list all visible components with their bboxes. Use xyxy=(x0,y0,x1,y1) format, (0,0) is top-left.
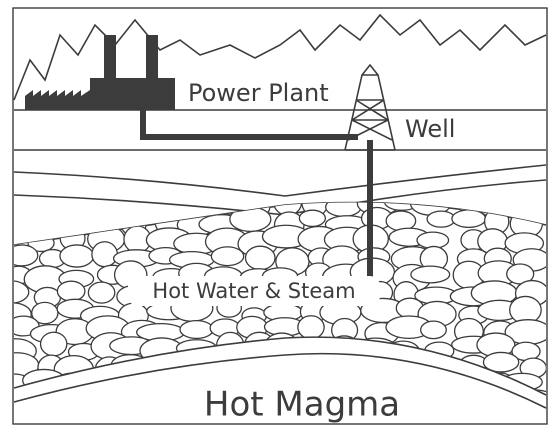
rock xyxy=(0,281,29,303)
rock xyxy=(245,246,275,270)
power-plant-label: Power Plant xyxy=(188,79,329,107)
diagram: Power Plant Well Hot Water & Steam Hot M… xyxy=(0,0,556,430)
hot-water-label: Hot Water & Steam xyxy=(152,279,355,303)
rock xyxy=(92,242,117,267)
rock xyxy=(180,321,213,339)
rock xyxy=(411,266,450,283)
rock xyxy=(299,210,325,226)
rock xyxy=(211,247,243,266)
hot-magma-label: Hot Magma xyxy=(204,385,400,425)
rock xyxy=(298,316,324,339)
rock xyxy=(57,281,85,301)
well-label: Well xyxy=(405,115,455,143)
rock xyxy=(60,245,94,267)
rock xyxy=(427,211,455,227)
rock xyxy=(421,321,447,338)
rock xyxy=(452,210,486,227)
rock xyxy=(88,282,114,303)
rock xyxy=(5,245,37,266)
rock xyxy=(41,332,67,356)
